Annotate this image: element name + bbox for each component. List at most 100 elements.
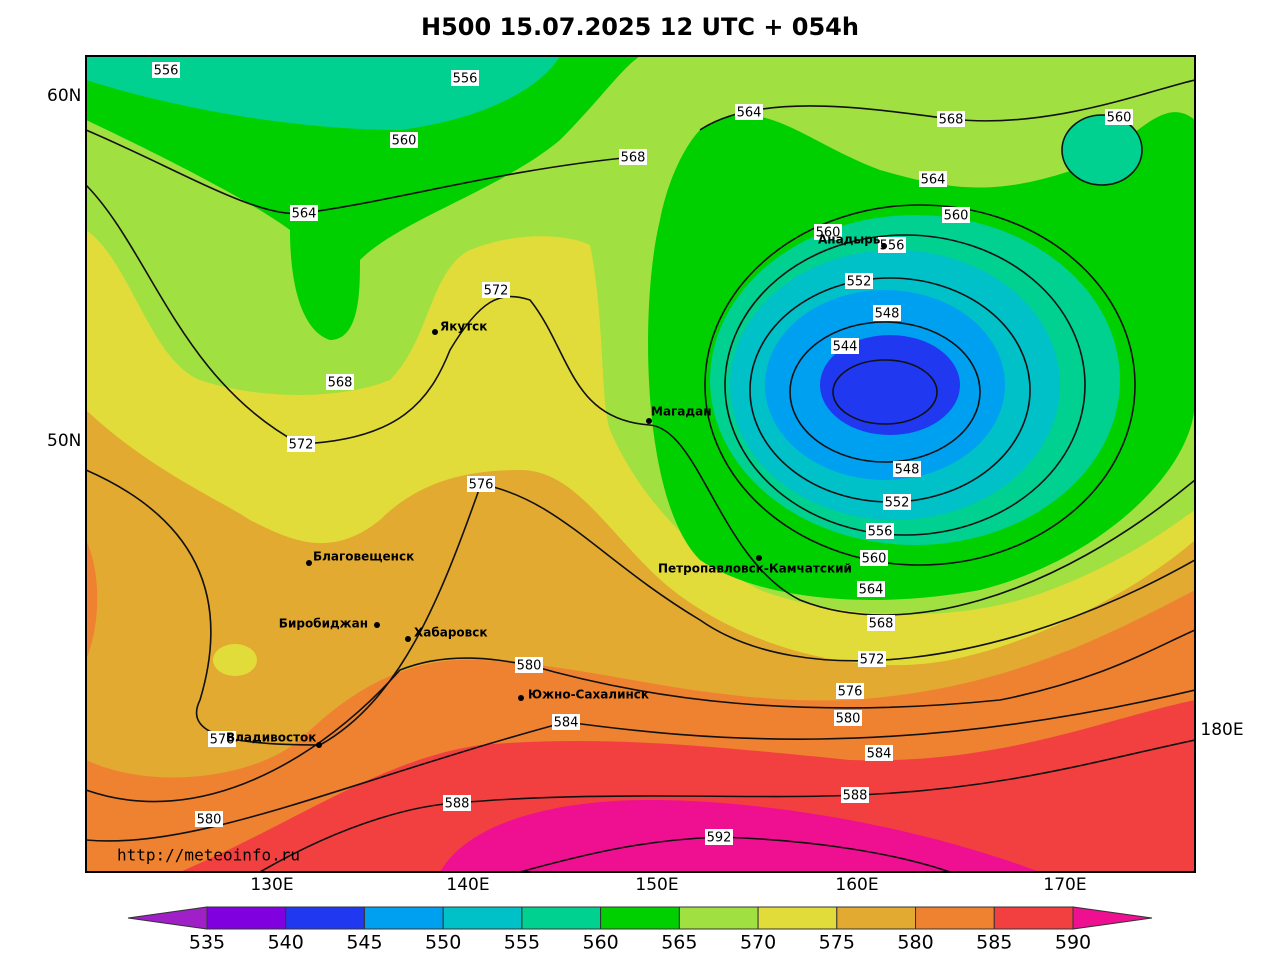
city-dot bbox=[646, 418, 652, 424]
contour-label-bg bbox=[883, 494, 911, 510]
city-label: Благовещенск bbox=[313, 550, 414, 564]
city-dot bbox=[518, 695, 524, 701]
colorbar-box bbox=[363, 906, 444, 930]
contour-label: 576 bbox=[210, 733, 235, 748]
contour-label-bg bbox=[942, 207, 970, 223]
lon-label: 150E bbox=[635, 875, 678, 895]
contour-label-bg bbox=[152, 62, 180, 78]
contour-label: 568 bbox=[621, 151, 646, 166]
contour-label: 552 bbox=[847, 275, 872, 290]
colorbar-label: 585 bbox=[976, 932, 1012, 954]
lon-label: 180E bbox=[1200, 720, 1243, 740]
contour-label: 580 bbox=[517, 659, 542, 674]
contour-label-bg bbox=[515, 657, 543, 673]
contour-label-bg bbox=[482, 282, 510, 298]
contour-label-bg bbox=[451, 70, 479, 86]
contour-label-bg bbox=[443, 795, 471, 811]
contour-label: 580 bbox=[197, 813, 222, 828]
colorbar-label: 540 bbox=[268, 932, 304, 954]
contour-label: 568 bbox=[939, 113, 964, 128]
contour-label: 560 bbox=[944, 209, 969, 224]
contour-label: 568 bbox=[328, 376, 353, 391]
contour-label-bg bbox=[195, 811, 223, 827]
contour-label: 588 bbox=[843, 789, 868, 804]
contour-label: 560 bbox=[816, 226, 841, 241]
contour-label-bg bbox=[552, 714, 580, 730]
contour-label: 572 bbox=[289, 438, 314, 453]
contour-label: 544 bbox=[833, 340, 858, 355]
colorbar-box bbox=[285, 906, 365, 930]
contour-label: 556 bbox=[453, 72, 478, 87]
colorbar-label: 545 bbox=[346, 932, 382, 954]
city-label: Хабаровск bbox=[414, 626, 488, 640]
contour-label-bg bbox=[878, 237, 906, 253]
colorbar-box bbox=[915, 906, 995, 930]
contour-label: 572 bbox=[484, 284, 509, 299]
lat-label: 60N bbox=[47, 86, 81, 106]
colorbar-label: 580 bbox=[897, 932, 933, 954]
contour-label-bg bbox=[208, 731, 236, 747]
contour-label-bg bbox=[858, 651, 886, 667]
contour-label-bg bbox=[326, 374, 354, 390]
contour-label-bg bbox=[619, 149, 647, 165]
city-label: Биробиджан bbox=[279, 617, 368, 631]
city-label: Магадан bbox=[651, 405, 712, 419]
city-label: Южно-Сахалинск bbox=[528, 688, 649, 702]
city-label: Владивосток bbox=[226, 731, 316, 745]
contour-label: 584 bbox=[867, 747, 892, 762]
contour-label-bg bbox=[919, 171, 947, 187]
contour-label-bg bbox=[857, 581, 885, 597]
contour-label-bg bbox=[814, 224, 842, 240]
lat-label: 50N bbox=[47, 431, 81, 451]
contour-label-bg bbox=[893, 461, 921, 477]
contour-label: 560 bbox=[862, 552, 887, 567]
map-frame bbox=[85, 55, 1196, 873]
contour-label-bg bbox=[866, 523, 894, 539]
colorbar-label: 575 bbox=[819, 932, 855, 954]
contour-label: 552 bbox=[885, 496, 910, 511]
colorbar-label: 570 bbox=[740, 932, 776, 954]
contour-label: 576 bbox=[469, 478, 494, 493]
lon-label: 170E bbox=[1043, 875, 1086, 895]
city-dot bbox=[756, 555, 762, 561]
lon-label: 140E bbox=[446, 875, 489, 895]
city-dot bbox=[374, 622, 380, 628]
colorbar-box bbox=[206, 906, 287, 930]
contour-label-bg bbox=[735, 104, 763, 120]
colorbar-box bbox=[600, 906, 680, 930]
contour-label: 564 bbox=[859, 583, 884, 598]
contour-label-bg bbox=[873, 305, 901, 321]
contour-label-bg bbox=[1105, 109, 1133, 125]
isohypses bbox=[86, 79, 1195, 872]
city-dot bbox=[316, 742, 322, 748]
contour-label-bg bbox=[390, 132, 418, 148]
contour-label: 588 bbox=[445, 797, 470, 812]
source-url: http://meteoinfo.ru bbox=[117, 846, 300, 865]
colorbar-label: 555 bbox=[504, 932, 540, 954]
colorbar-label: 535 bbox=[189, 932, 225, 954]
contour-label-bg bbox=[290, 205, 318, 221]
lon-label: 160E bbox=[835, 875, 878, 895]
city-dot bbox=[881, 243, 887, 249]
colorbar-box bbox=[442, 906, 523, 930]
contour-label: 556 bbox=[880, 239, 905, 254]
lon-label: 130E bbox=[250, 875, 293, 895]
contour-label-bg bbox=[860, 550, 888, 566]
contour-label-bg bbox=[867, 615, 895, 631]
contour-label: 548 bbox=[895, 463, 920, 478]
colorbar-box bbox=[757, 906, 838, 930]
contour-label: 560 bbox=[392, 134, 417, 149]
contour-label: 564 bbox=[292, 207, 317, 222]
contour-label-bg bbox=[845, 273, 873, 289]
city-dot bbox=[306, 560, 312, 566]
contour-label-bg bbox=[831, 338, 859, 354]
colorbar-box bbox=[678, 906, 759, 930]
colorbar-arrow-high bbox=[1072, 906, 1153, 930]
colorbar-label: 560 bbox=[583, 932, 619, 954]
city-dot bbox=[432, 329, 438, 335]
contour-label-bg bbox=[937, 111, 965, 127]
contour-label: 556 bbox=[868, 525, 893, 540]
contour-label: 580 bbox=[836, 712, 861, 727]
colorbar-label: 550 bbox=[425, 932, 461, 954]
